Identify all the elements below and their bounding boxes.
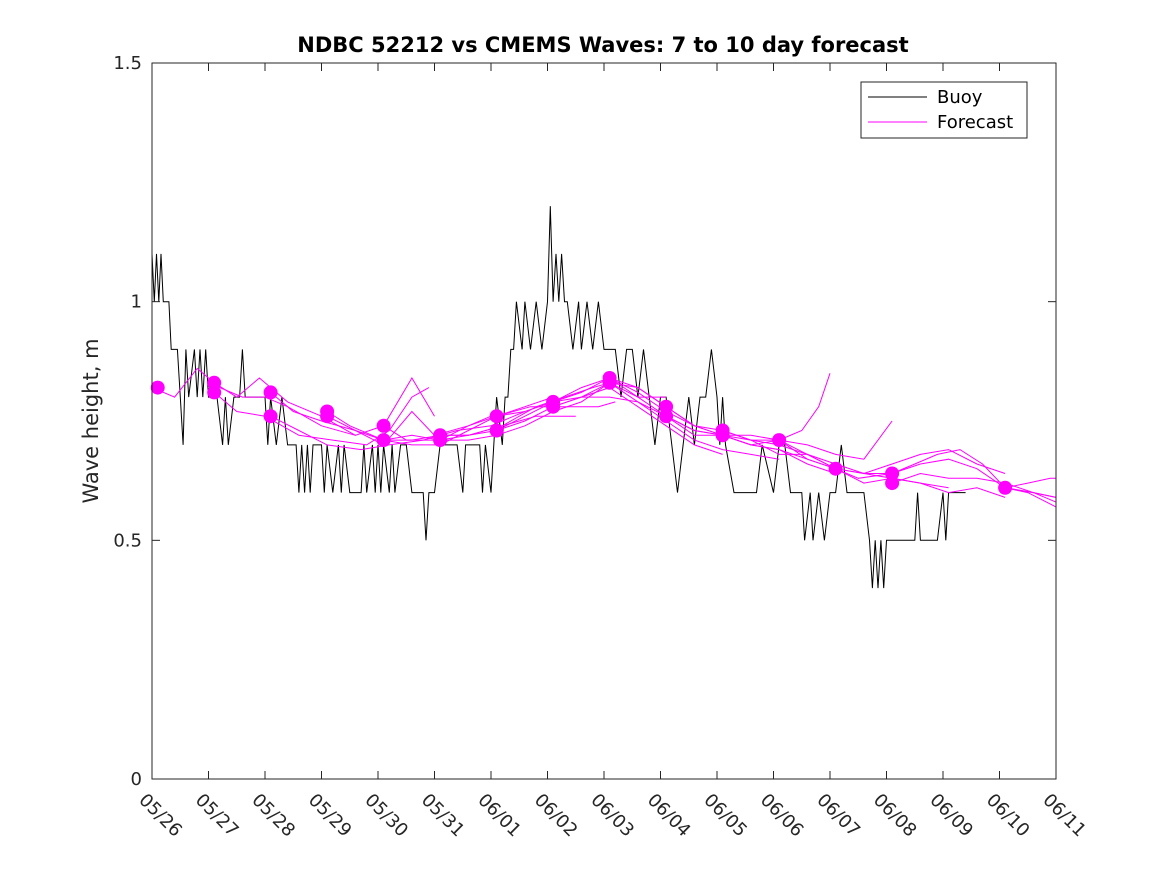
legend-label-forecast: Forecast xyxy=(937,112,1013,133)
forecast-init-marker xyxy=(376,418,391,433)
x-tick-label: 06/10 xyxy=(982,790,1034,842)
legend-box xyxy=(860,81,1028,139)
x-tick-label: 06/06 xyxy=(756,790,808,842)
forecast-init-marker xyxy=(998,480,1013,495)
forecast-series-line xyxy=(213,387,430,446)
forecast-init-marker xyxy=(546,399,561,414)
forecast-init-marker xyxy=(376,433,391,448)
forecast-series-line xyxy=(891,472,1057,498)
x-tick-label: 05/30 xyxy=(360,790,412,842)
forecast-series-line xyxy=(151,367,356,436)
forecast-init-marker xyxy=(320,409,335,424)
x-tick-label: 06/09 xyxy=(925,790,977,842)
forecast-init-marker xyxy=(263,409,278,424)
x-tick-label: 06/07 xyxy=(812,790,864,842)
forecast-series-line xyxy=(722,373,831,441)
forecast-init-marker xyxy=(489,423,504,438)
plot-area xyxy=(152,63,1056,779)
forecast-init-marker xyxy=(885,476,900,491)
y-axis-label: Wave height, m xyxy=(79,338,103,503)
legend: Buoy Forecast xyxy=(860,81,1028,139)
x-tick-label: 06/11 xyxy=(1038,790,1090,842)
forecast-init-marker xyxy=(715,428,730,443)
forecast-init-marker xyxy=(602,375,617,390)
x-tick-label: 05/29 xyxy=(304,790,356,842)
forecast-series-line xyxy=(1004,477,1056,489)
forecast-init-marker xyxy=(772,433,787,448)
x-tick-label: 06/02 xyxy=(530,790,582,842)
y-tick-label: 0 xyxy=(131,769,142,790)
forecast-series-line xyxy=(778,439,1006,475)
x-tick-label: 05/27 xyxy=(191,790,243,842)
x-tick-label: 06/08 xyxy=(869,790,921,842)
forecast-init-marker xyxy=(207,375,222,390)
x-tick-label: 06/03 xyxy=(586,790,638,842)
forecast-series-line xyxy=(891,449,1057,503)
forecast-series-line xyxy=(270,411,526,451)
forecast-init-marker xyxy=(150,380,165,395)
x-tick-label: 06/04 xyxy=(643,790,695,842)
x-tick-label: 05/28 xyxy=(247,790,299,842)
legend-label-buoy: Buoy xyxy=(937,87,983,108)
y-axis-ticks: 0 0.5 1 1.5 xyxy=(113,53,1056,790)
forecast-series-line xyxy=(1004,487,1057,508)
forecast-init-marker xyxy=(828,461,843,476)
forecast-init-marker xyxy=(263,385,278,400)
x-tick-label: 06/05 xyxy=(699,790,751,842)
chart-title: NDBC 52212 vs CMEMS Waves: 7 to 10 day f… xyxy=(297,33,908,57)
forecast-init-marker xyxy=(885,466,900,481)
forecast-init-marker xyxy=(207,385,222,400)
forecast-init-marker xyxy=(659,409,674,424)
forecast-marker-layer xyxy=(150,371,1013,495)
forecast-series-line xyxy=(383,382,610,441)
x-tick-label: 05/31 xyxy=(417,790,469,842)
y-tick-label: 1.5 xyxy=(113,53,142,74)
x-tick-label: 05/26 xyxy=(134,790,186,842)
x-tick-label: 06/01 xyxy=(473,790,525,842)
forecast-init-marker xyxy=(489,409,504,424)
y-tick-label: 0.5 xyxy=(113,530,142,551)
y-tick-label: 1 xyxy=(131,292,142,313)
forecast-init-marker xyxy=(433,433,448,448)
